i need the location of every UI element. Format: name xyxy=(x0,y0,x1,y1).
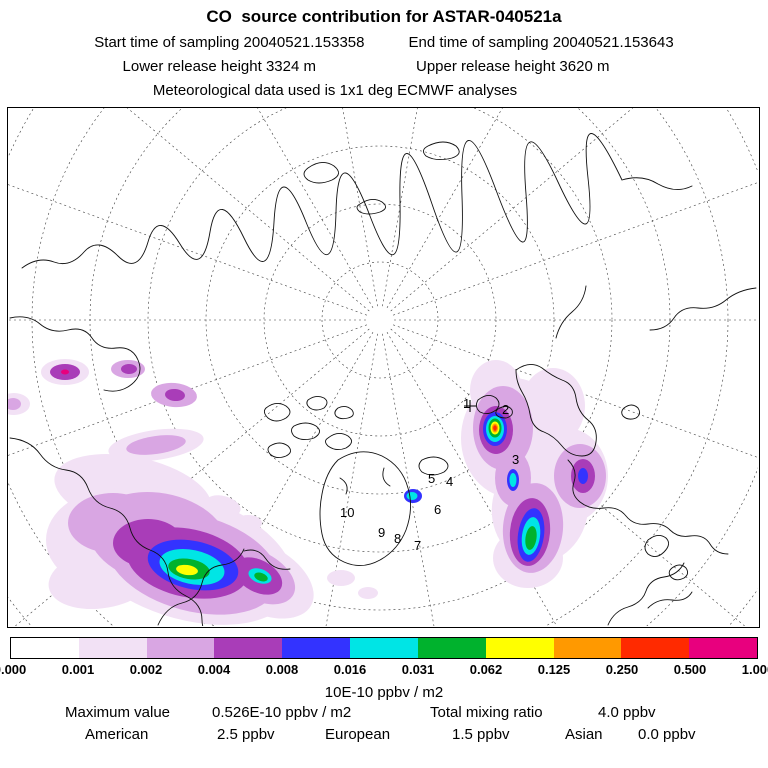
region-asian-value: 0.0 ppbv xyxy=(638,726,696,743)
contour-patches xyxy=(8,359,608,625)
colorbar-tick-label: 0.031 xyxy=(401,662,435,677)
region-american-label: American xyxy=(85,726,149,743)
upper-release-label: Upper release height 3620 m xyxy=(416,58,610,75)
cluster-label-3: 3 xyxy=(512,452,519,467)
polar-map-svg: 1 2 3 4 5 6 7 8 9 10 xyxy=(8,108,758,626)
colorbar-segment xyxy=(214,638,283,658)
colorbar-segment xyxy=(553,638,622,658)
colorbar-segment xyxy=(621,638,690,658)
summary-line-2: American 2.5 ppbv European 1.5 ppbv Asia… xyxy=(0,723,768,745)
colorbar-tick-label: 0.016 xyxy=(333,662,367,677)
start-time-label: Start time of sampling 20040521.153358 xyxy=(94,34,365,51)
colorbar xyxy=(10,637,758,659)
lower-release-label: Lower release height 3324 m xyxy=(122,58,316,75)
cluster-labels: 1 2 3 4 5 6 7 8 9 10 xyxy=(340,396,519,553)
summary-line-1: Maximum value 0.526E-10 ppbv / m2 Total … xyxy=(0,701,768,723)
colorbar-tick-label: 0.062 xyxy=(469,662,503,677)
colorbar-tick-label: 0.002 xyxy=(129,662,163,677)
cluster-label-1: 1 xyxy=(463,396,470,411)
colorbar-segment xyxy=(282,638,351,658)
region-european-value: 1.5 ppbv xyxy=(452,726,510,743)
colorbar-segment xyxy=(417,638,486,658)
colorbar-units-label: 10E-10 ppbv / m2 xyxy=(324,684,444,701)
cluster-label-10: 10 xyxy=(340,505,354,520)
colorbar-tick-label: 0.008 xyxy=(265,662,299,677)
colorbar-segment xyxy=(11,638,79,658)
meteorology-line: Meteorological data used is 1x1 deg ECMW… xyxy=(0,82,719,99)
colorbar-tick-label: 0.004 xyxy=(197,662,231,677)
region-american-value: 2.5 ppbv xyxy=(217,726,275,743)
cluster-label-8: 8 xyxy=(394,531,401,546)
region-european-label: European xyxy=(325,726,391,743)
colorbar-tick-label: 0.250 xyxy=(605,662,639,677)
polar-map: 1 2 3 4 5 6 7 8 9 10 xyxy=(7,107,760,628)
colorbar-segment xyxy=(350,638,418,658)
total-mixing-ratio-label: Total mixing ratio xyxy=(430,704,543,721)
cluster-label-4: 4 xyxy=(446,474,453,489)
cluster-label-2: 2 xyxy=(502,402,509,417)
cluster-label-7: 7 xyxy=(414,538,421,553)
cluster-label-5: 5 xyxy=(428,471,435,486)
colorbar-segment xyxy=(146,638,215,658)
figure-title: CO source contribution for ASTAR-040521a xyxy=(206,7,562,26)
maximum-value-label: Maximum value xyxy=(65,704,171,721)
end-time-label: End time of sampling 20040521.153643 xyxy=(408,34,674,51)
colorbar-tick-label: 0.500 xyxy=(673,662,707,677)
region-asian-label: Asian xyxy=(565,726,603,743)
colorbar-tick-label: 0.001 xyxy=(61,662,95,677)
total-mixing-ratio-value: 4.0 ppbv xyxy=(598,704,656,721)
met-data-label: Meteorological data used is 1x1 deg ECMW… xyxy=(152,82,518,99)
receptor-marker xyxy=(464,400,476,412)
release-heights-line: Lower release height 3324 m Upper releas… xyxy=(0,58,750,75)
colorbar-tick-label: 1.000 xyxy=(741,662,768,677)
maximum-value: 0.526E-10 ppbv / m2 xyxy=(212,704,352,721)
colorbar-tick-labels: 0.000 0.001 0.002 0.004 0.008 0.016 0.031 0.062… xyxy=(0,662,768,679)
sampling-times-line: Start time of sampling 20040521.153358 E… xyxy=(0,34,768,51)
colorbar-segment xyxy=(689,638,757,658)
cluster-label-6: 6 xyxy=(434,502,441,517)
coastlines xyxy=(9,133,757,626)
colorbar-segment xyxy=(78,638,147,658)
cluster-label-9: 9 xyxy=(378,525,385,540)
colorbar-tick-label: 0.000 xyxy=(0,662,27,677)
colorbar-tick-label: 0.125 xyxy=(537,662,571,677)
colorbar-segment xyxy=(485,638,554,658)
